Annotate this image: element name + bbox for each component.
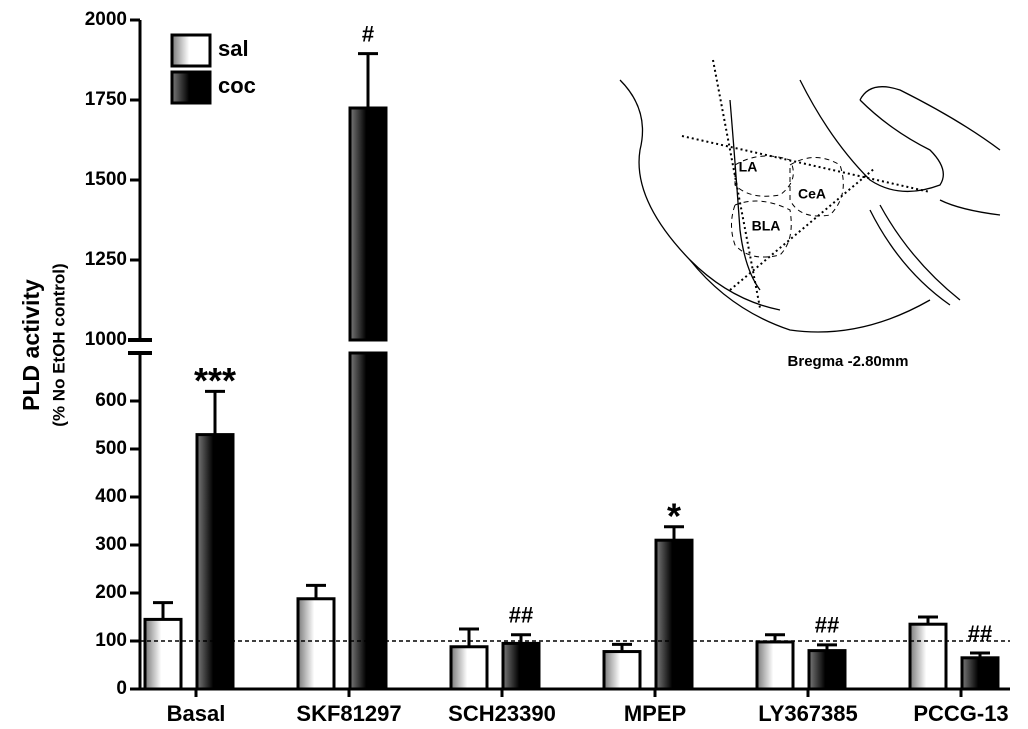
legend-swatch (172, 72, 210, 103)
bar (197, 435, 233, 689)
bar (757, 642, 793, 689)
error-bar (306, 585, 326, 598)
significance-label: # (362, 21, 374, 46)
y-tick-label: 1250 (85, 249, 127, 270)
error-bar (358, 54, 378, 108)
bar (962, 658, 998, 689)
x-tick-label: SKF81297 (296, 701, 401, 726)
x-tick-label: MPEP (624, 701, 686, 726)
significance-label: * (667, 495, 681, 536)
error-bar (153, 603, 173, 620)
inset-caption: Bregma -2.80mm (788, 353, 909, 370)
legend-label: coc (218, 73, 256, 98)
chart: PLD activity (% No EtOH control) LA CeA … (0, 0, 1028, 729)
bar (298, 599, 334, 689)
y-tick-label: 2000 (85, 9, 127, 30)
y-tick-label: 0 (116, 678, 127, 699)
significance-label: ## (968, 621, 992, 646)
y-tick-label: 300 (95, 534, 127, 555)
y-axis-subtitle: (% No EtOH control) (49, 263, 68, 426)
significance-label: ## (815, 613, 839, 638)
y-tick-label: 1000 (85, 329, 127, 350)
inset-label: LA (739, 159, 758, 175)
y-axis-title: PLD activity (18, 279, 44, 411)
bar-lower-part (350, 353, 386, 689)
y-tick-label: 400 (95, 486, 127, 507)
bar (656, 540, 692, 689)
x-tick-label: PCCG-13 (913, 701, 1008, 726)
bar (145, 619, 181, 689)
legend-swatch (172, 35, 210, 66)
significance-label: *** (194, 360, 236, 401)
y-tick-label: 100 (95, 630, 127, 651)
y-tick-label: 200 (95, 582, 127, 603)
bar (910, 624, 946, 689)
legend-label: sal (218, 36, 249, 61)
inset-label: CeA (798, 186, 826, 202)
bar (503, 643, 539, 689)
y-tick-label: 1750 (85, 89, 127, 110)
bar (451, 647, 487, 689)
x-tick-label: SCH23390 (448, 701, 556, 726)
significance-label: ## (509, 603, 533, 628)
y-tick-label: 1500 (85, 169, 127, 190)
bar (604, 652, 640, 689)
bars (145, 108, 998, 689)
y-tick-label: 600 (95, 390, 127, 411)
y-tick-label: 500 (95, 438, 127, 459)
bar (809, 651, 845, 689)
x-tick-label: LY367385 (758, 701, 858, 726)
bar-upper-part (350, 108, 386, 340)
error-bar (459, 629, 479, 647)
x-tick-label: Basal (167, 701, 226, 726)
inset-label: BLA (752, 218, 781, 234)
